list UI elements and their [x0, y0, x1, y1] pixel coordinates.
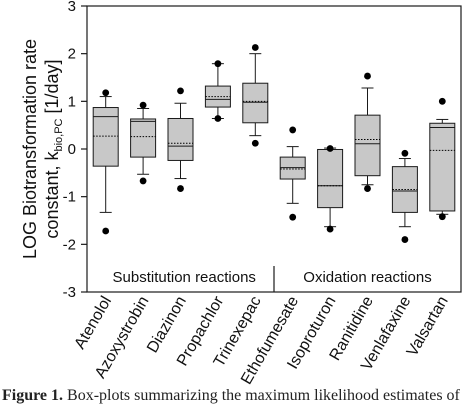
group-label-oxidation: Oxidation reactions: [303, 269, 431, 286]
box-ethofumesate: [279, 126, 306, 221]
y-tick-label: -1: [63, 189, 76, 206]
reaction-groups: Substitution reactions Oxidation reaction…: [113, 266, 432, 292]
box-azoxystrobin: [130, 101, 157, 185]
outlier-point: [326, 225, 334, 233]
box-iqr: [242, 82, 269, 124]
figure-caption: Figure 1. Box-plots summarizing the maxi…: [0, 385, 474, 405]
outlier-point: [401, 236, 409, 243]
box-iqr: [92, 107, 119, 167]
box-iqr: [167, 117, 194, 161]
outlier-point: [438, 97, 446, 105]
box-propachlor: [204, 60, 231, 122]
y-axis-label-line1: LOG Biotransformation rate: [20, 39, 40, 259]
box-atenolol: [92, 89, 119, 235]
outlier-point: [251, 44, 259, 51]
outlier-point: [326, 145, 334, 152]
outlier-point: [251, 139, 259, 147]
box-valsartan: [429, 97, 456, 221]
box-iqr: [354, 114, 381, 177]
y-axis-label-line2: constant, kbio,PC [1/day]: [42, 59, 65, 238]
box-iqr: [130, 118, 157, 158]
outlier-point: [364, 72, 371, 80]
box-trinexepac: [242, 44, 269, 147]
outlier-point: [364, 185, 371, 192]
box-diazinon: [167, 87, 194, 192]
outlier-point: [289, 213, 297, 221]
outlier-point: [102, 227, 110, 235]
box-iqr: [429, 122, 456, 212]
y-tick-label: -3: [63, 284, 76, 301]
outlier-point: [401, 149, 409, 157]
outlier-point: [139, 101, 147, 109]
box-isoproturon: [317, 145, 344, 233]
box-ranitidine: [354, 72, 381, 192]
outlier-point: [438, 213, 446, 221]
box-iqr: [317, 148, 344, 209]
y-axis-title: LOG Biotransformation rate constant, kbio…: [20, 39, 65, 259]
outlier-point: [214, 60, 222, 68]
box-venlafaxine: [391, 149, 418, 243]
caption-text: Box-plots summarizing the maximum likeli…: [67, 387, 460, 404]
caption-prefix: Figure 1.: [2, 387, 64, 404]
outlier-point: [214, 115, 222, 122]
outlier-point: [102, 89, 110, 97]
y-tick-label: 1: [68, 93, 76, 110]
group-label-substitution: Substitution reactions: [113, 269, 256, 286]
y-tick-label: -2: [63, 236, 76, 253]
y-tick-label: 3: [68, 0, 76, 15]
y-axis: 3 2 1 0 -1 -2 -3: [63, 0, 87, 301]
outlier-point: [289, 126, 297, 134]
boxes: [92, 44, 456, 243]
x-axis-labels: AtenololAzoxystrobinDiazinonPropachlorTr…: [72, 293, 452, 388]
outlier-point: [139, 177, 147, 185]
outlier-point: [177, 185, 184, 192]
y-tick-label: 0: [68, 141, 76, 158]
outlier-point: [177, 87, 184, 95]
y-tick-label: 2: [68, 46, 76, 63]
